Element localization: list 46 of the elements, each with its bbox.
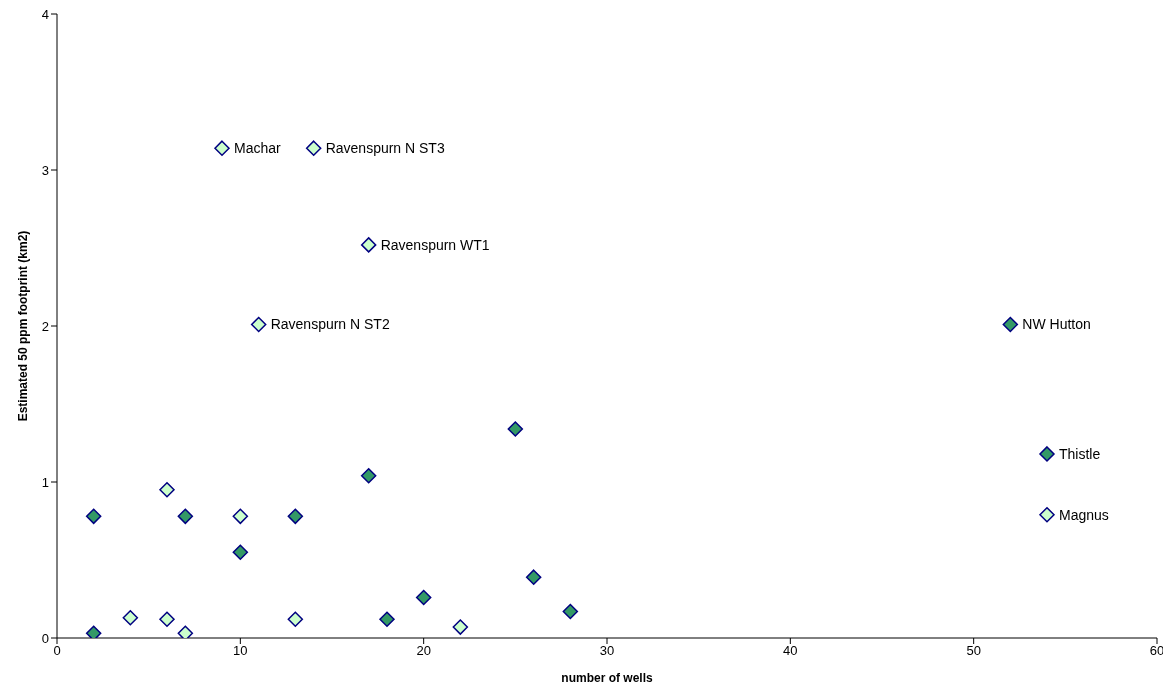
annotation: Machar	[234, 140, 282, 157]
point	[525, 569, 542, 585]
point	[1002, 316, 1019, 333]
x-tick-label: 40	[783, 643, 798, 659]
x-tick-label: 10	[233, 643, 248, 659]
point	[1039, 507, 1055, 523]
x-tick-label: 60	[1149, 643, 1165, 659]
x-tick-label: 50	[966, 643, 981, 659]
annotation: Ravenspurn N ST3	[325, 140, 445, 157]
point	[1039, 446, 1055, 462]
point	[177, 625, 194, 638]
point	[287, 611, 304, 628]
point	[159, 611, 175, 628]
point	[250, 316, 267, 333]
annotation: Ravenspurn N ST2	[270, 316, 390, 333]
point	[85, 625, 102, 638]
x-tick-label: 20	[416, 643, 431, 659]
point	[85, 508, 102, 525]
point	[415, 589, 432, 606]
x-tick-label: 30	[599, 643, 615, 659]
point	[360, 468, 377, 484]
annotation: NW Hutton	[1022, 316, 1091, 333]
point	[232, 508, 249, 525]
point	[562, 603, 579, 620]
point	[379, 611, 395, 628]
point	[122, 609, 139, 626]
point	[287, 508, 304, 525]
y-tick-label: 2	[41, 318, 49, 334]
annotation: Thistle	[1059, 445, 1101, 462]
point	[360, 237, 377, 253]
point	[159, 482, 175, 498]
point	[177, 508, 194, 525]
point	[232, 544, 249, 560]
x-axis-title: number of wells	[561, 671, 653, 685]
y-tick-label: 3	[41, 162, 49, 178]
point	[452, 619, 469, 635]
annotation: Ravenspurn WT1	[380, 236, 490, 253]
point	[507, 421, 524, 437]
y-axis-title: Estimated 50 ppm footprint (km2)	[16, 230, 31, 422]
y-tick-label: 4	[41, 6, 49, 22]
point	[214, 140, 230, 156]
y-tick-label: 0	[41, 630, 49, 646]
point	[305, 140, 322, 156]
annotation: Magnus	[1059, 506, 1109, 523]
y-tick-label: 1	[41, 474, 49, 490]
x-tick-label: 0	[53, 643, 61, 659]
